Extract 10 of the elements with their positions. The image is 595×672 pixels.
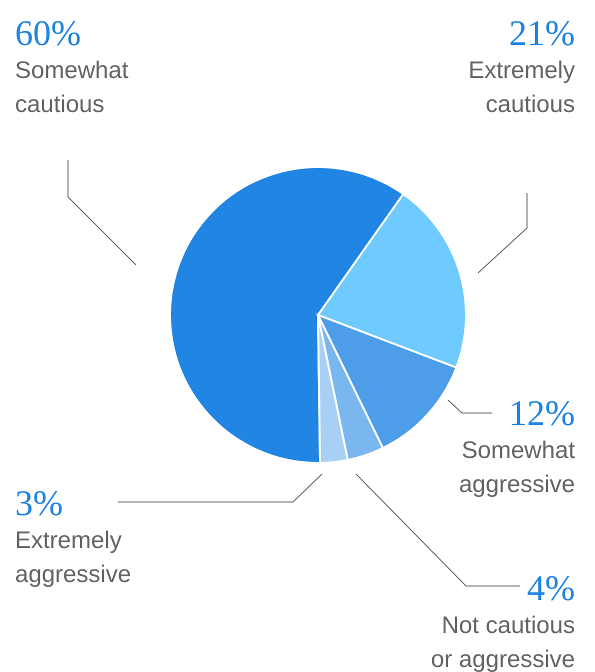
data-label: 12% <box>509 393 575 433</box>
slice-label: Extremely aggressive <box>15 527 132 588</box>
data-label: 4% <box>527 568 575 608</box>
data-label: 60% <box>15 13 81 53</box>
slice-label: Somewhat aggressive <box>458 437 576 498</box>
data-label: 3% <box>15 483 63 523</box>
slice-label: Extremely cautious <box>468 57 575 118</box>
data-label: 21% <box>509 13 575 53</box>
slice-label: Somewhat cautious <box>15 57 129 118</box>
slice-label: Not cautious or aggressive <box>430 612 575 672</box>
